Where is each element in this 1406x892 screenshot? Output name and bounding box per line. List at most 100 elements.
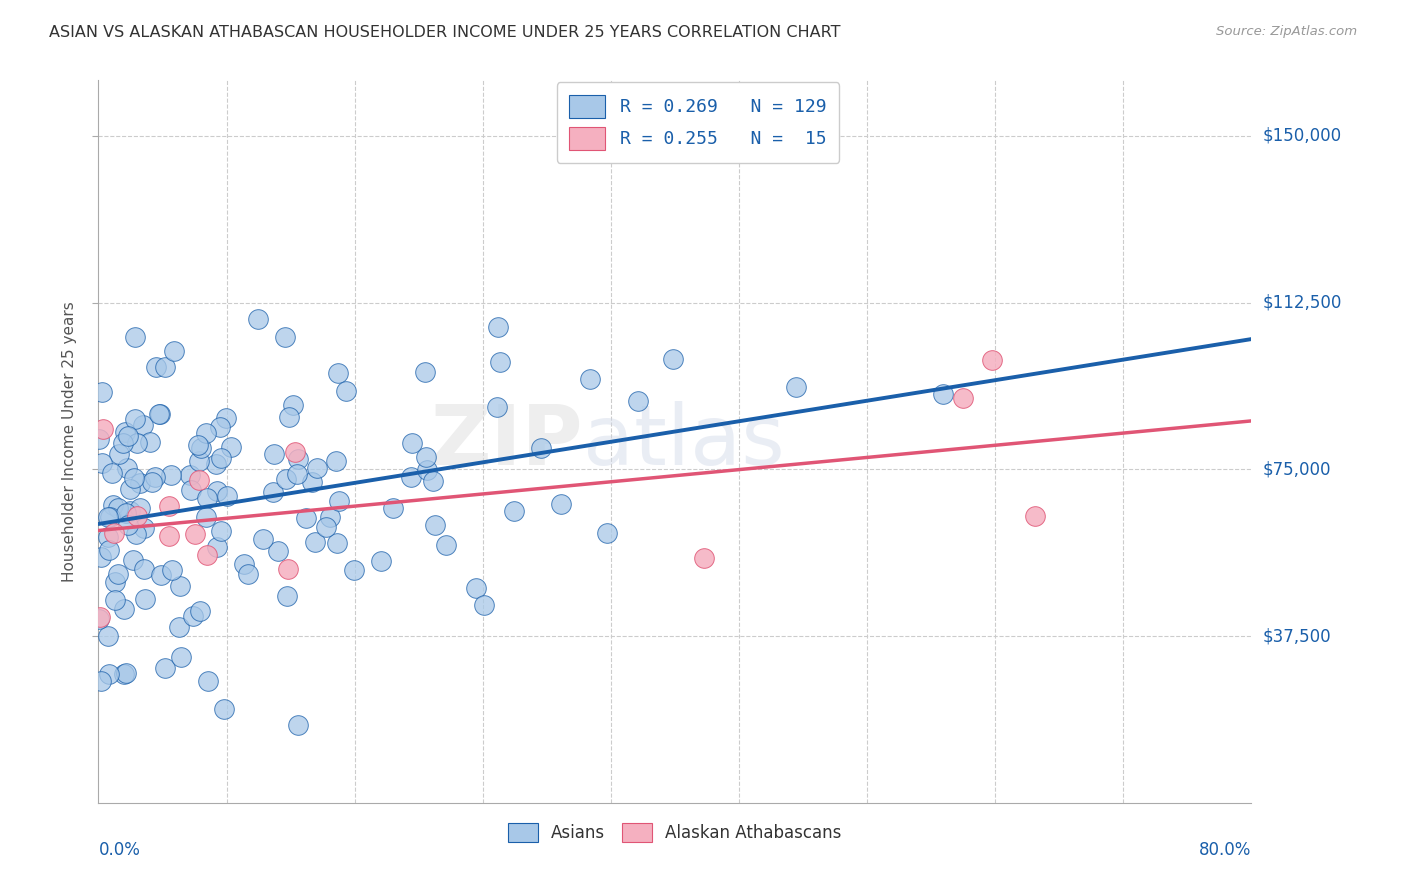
Point: [401, 470, 423, 484]
Point: [486, 400, 509, 414]
Text: $75,000: $75,000: [1263, 460, 1331, 478]
Point: [187, 438, 209, 452]
Point: [502, 504, 524, 518]
Point: [207, 540, 229, 554]
Point: [422, 474, 444, 488]
Point: [117, 428, 139, 442]
Point: [343, 563, 366, 577]
Point: [932, 386, 955, 401]
Point: [89, 432, 111, 446]
Point: [195, 548, 218, 562]
Point: [163, 343, 186, 358]
Point: [578, 372, 600, 386]
Point: [97, 629, 120, 643]
Point: [274, 330, 297, 344]
Point: [486, 320, 509, 334]
Point: [149, 568, 172, 582]
Point: [236, 566, 259, 581]
Point: [952, 391, 974, 405]
Point: [153, 360, 176, 375]
Point: [125, 526, 148, 541]
Point: [278, 410, 301, 425]
Point: [285, 467, 308, 481]
Point: [370, 554, 392, 568]
Point: [326, 536, 349, 550]
Point: [204, 457, 226, 471]
Point: [148, 407, 170, 421]
Point: [382, 501, 405, 516]
Point: [101, 466, 124, 480]
Y-axis label: Householder Income Under 25 years: Householder Income Under 25 years: [62, 301, 77, 582]
Text: $150,000: $150,000: [1263, 127, 1341, 145]
Point: [785, 380, 807, 394]
Point: [415, 463, 437, 477]
Point: [112, 602, 135, 616]
Point: [134, 521, 156, 535]
Point: [122, 552, 145, 566]
Point: [120, 483, 142, 497]
Point: [232, 557, 254, 571]
Point: [274, 471, 297, 485]
Point: [981, 352, 1004, 367]
Point: [128, 500, 150, 515]
Point: [214, 701, 236, 715]
Point: [104, 574, 127, 589]
Point: [132, 418, 155, 433]
Point: [107, 567, 129, 582]
Point: [115, 506, 138, 520]
Point: [301, 475, 323, 489]
Point: [266, 543, 288, 558]
Point: [328, 494, 350, 508]
Point: [145, 359, 167, 374]
Point: [294, 511, 316, 525]
Point: [98, 667, 121, 681]
Point: [195, 426, 218, 441]
Point: [90, 549, 112, 564]
Point: [425, 518, 447, 533]
Point: [112, 436, 135, 450]
Point: [277, 562, 299, 576]
Point: [661, 351, 683, 366]
Legend: Asians, Alaskan Athabascans: Asians, Alaskan Athabascans: [502, 816, 848, 848]
Point: [252, 533, 274, 547]
Point: [287, 452, 309, 467]
Point: [262, 484, 284, 499]
Point: [129, 476, 152, 491]
Point: [550, 497, 572, 511]
Point: [325, 454, 347, 468]
Point: [134, 591, 156, 606]
Point: [205, 483, 228, 498]
Point: [97, 510, 120, 524]
Point: [434, 538, 457, 552]
Point: [107, 447, 129, 461]
Point: [246, 311, 269, 326]
Point: [184, 527, 207, 541]
Point: [287, 718, 309, 732]
Point: [209, 524, 232, 538]
Point: [160, 467, 183, 482]
Point: [181, 609, 204, 624]
Point: [89, 673, 111, 688]
Point: [87, 612, 110, 626]
Point: [124, 329, 146, 343]
Point: [122, 471, 145, 485]
Point: [488, 355, 510, 369]
Point: [127, 508, 149, 523]
Point: [219, 441, 242, 455]
Point: [283, 445, 305, 459]
Point: [472, 598, 495, 612]
Point: [596, 525, 619, 540]
Point: [98, 543, 121, 558]
Point: [465, 581, 488, 595]
Point: [97, 530, 120, 544]
Point: [318, 509, 340, 524]
Point: [153, 661, 176, 675]
Point: [197, 491, 219, 506]
Text: ZIP: ZIP: [430, 401, 582, 482]
Point: [160, 563, 183, 577]
Point: [91, 385, 114, 400]
Point: [315, 520, 337, 534]
Text: 80.0%: 80.0%: [1199, 840, 1251, 859]
Point: [1024, 509, 1046, 524]
Point: [693, 550, 716, 565]
